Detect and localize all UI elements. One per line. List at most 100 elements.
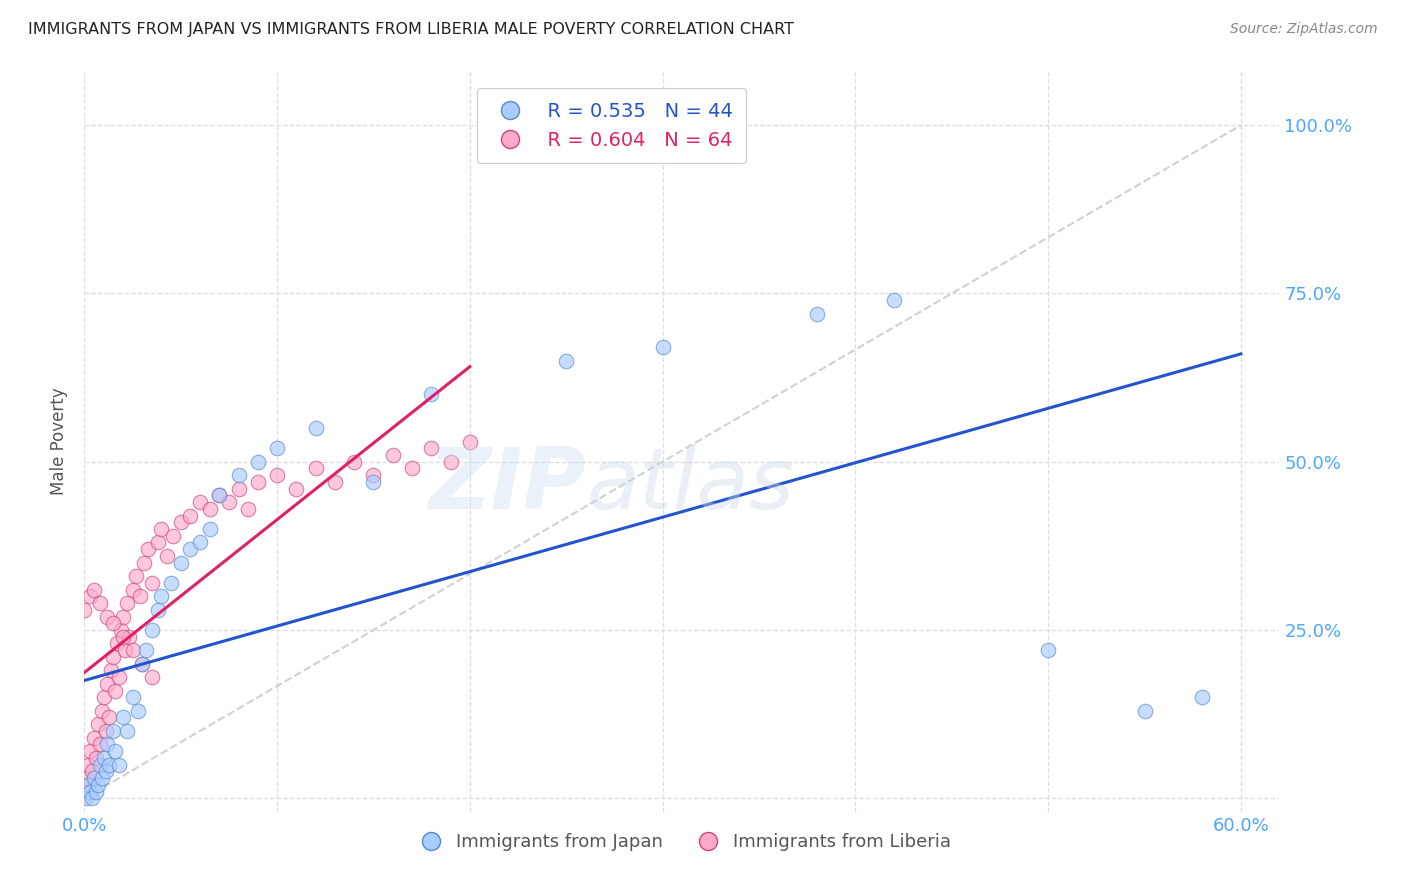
- Point: [401, 461, 423, 475]
- Point: [343, 455, 366, 469]
- Point: [141, 623, 163, 637]
- Point: [96, 609, 118, 624]
- Point: [285, 482, 308, 496]
- Point: [170, 556, 193, 570]
- Point: [87, 717, 110, 731]
- Point: [132, 556, 156, 570]
- Point: [104, 744, 127, 758]
- Point: [115, 596, 138, 610]
- Point: [162, 529, 184, 543]
- Text: Source: ZipAtlas.com: Source: ZipAtlas.com: [1230, 22, 1378, 37]
- Point: [1036, 643, 1059, 657]
- Point: [118, 630, 141, 644]
- Point: [179, 542, 201, 557]
- Point: [208, 488, 231, 502]
- Point: [228, 468, 250, 483]
- Point: [108, 757, 131, 772]
- Point: [363, 468, 385, 483]
- Y-axis label: Male Poverty: Male Poverty: [51, 388, 69, 495]
- Point: [246, 455, 269, 469]
- Point: [146, 603, 169, 617]
- Point: [84, 784, 107, 798]
- Point: [121, 690, 143, 705]
- Point: [77, 778, 100, 792]
- Point: [170, 516, 193, 530]
- Point: [305, 421, 328, 435]
- Point: [363, 475, 385, 489]
- Point: [1191, 690, 1213, 705]
- Text: IMMIGRANTS FROM JAPAN VS IMMIGRANTS FROM LIBERIA MALE POVERTY CORRELATION CHART: IMMIGRANTS FROM JAPAN VS IMMIGRANTS FROM…: [28, 22, 794, 37]
- Point: [208, 488, 231, 502]
- Point: [103, 616, 125, 631]
- Legend: Immigrants from Japan, Immigrants from Liberia: Immigrants from Japan, Immigrants from L…: [405, 826, 959, 858]
- Point: [439, 455, 461, 469]
- Point: [305, 461, 328, 475]
- Point: [73, 778, 96, 792]
- Point: [80, 764, 103, 779]
- Point: [114, 643, 136, 657]
- Point: [420, 442, 443, 456]
- Point: [131, 657, 153, 671]
- Point: [115, 723, 138, 738]
- Point: [150, 590, 173, 604]
- Point: [111, 710, 134, 724]
- Point: [79, 784, 101, 798]
- Point: [228, 482, 250, 496]
- Point: [806, 307, 828, 321]
- Point: [1133, 704, 1156, 718]
- Point: [555, 353, 578, 368]
- Point: [458, 434, 481, 449]
- Point: [93, 690, 115, 705]
- Point: [218, 495, 240, 509]
- Point: [90, 771, 112, 785]
- Point: [651, 340, 673, 354]
- Point: [96, 738, 118, 752]
- Point: [198, 522, 221, 536]
- Point: [83, 582, 105, 597]
- Point: [89, 757, 111, 772]
- Point: [141, 575, 163, 590]
- Point: [75, 791, 97, 805]
- Point: [160, 575, 183, 590]
- Point: [121, 582, 143, 597]
- Point: [146, 535, 169, 549]
- Point: [103, 649, 125, 664]
- Text: ZIP: ZIP: [429, 444, 586, 527]
- Point: [188, 495, 211, 509]
- Point: [89, 738, 111, 752]
- Point: [136, 542, 159, 557]
- Point: [87, 778, 110, 792]
- Text: atlas: atlas: [586, 444, 794, 527]
- Point: [127, 704, 149, 718]
- Point: [111, 609, 134, 624]
- Point: [129, 590, 152, 604]
- Point: [73, 603, 96, 617]
- Point: [104, 683, 127, 698]
- Point: [156, 549, 179, 563]
- Point: [98, 710, 121, 724]
- Point: [111, 630, 134, 644]
- Point: [90, 704, 112, 718]
- Point: [110, 623, 132, 637]
- Point: [98, 757, 121, 772]
- Point: [103, 723, 125, 738]
- Point: [381, 448, 404, 462]
- Point: [238, 501, 260, 516]
- Point: [131, 657, 153, 671]
- Point: [135, 643, 157, 657]
- Point: [188, 535, 211, 549]
- Point: [323, 475, 346, 489]
- Point: [75, 771, 97, 785]
- Point: [150, 522, 173, 536]
- Point: [266, 468, 288, 483]
- Point: [141, 670, 163, 684]
- Point: [105, 636, 128, 650]
- Point: [77, 757, 100, 772]
- Point: [80, 791, 103, 805]
- Point: [83, 771, 105, 785]
- Point: [246, 475, 269, 489]
- Point: [179, 508, 201, 523]
- Point: [94, 723, 117, 738]
- Point: [198, 501, 221, 516]
- Point: [420, 387, 443, 401]
